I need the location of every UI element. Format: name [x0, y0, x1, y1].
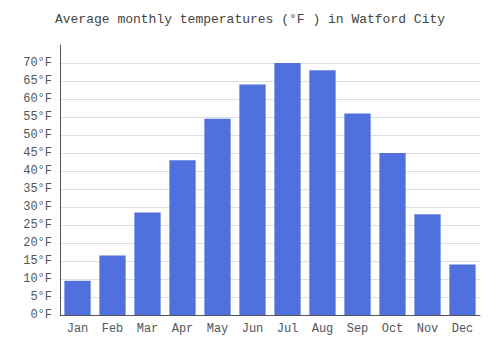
svg-text:Jul: Jul — [277, 322, 299, 336]
svg-text:May: May — [207, 322, 229, 336]
svg-text:65°F: 65°F — [23, 74, 52, 88]
svg-text:Feb: Feb — [102, 322, 124, 336]
svg-text:Dec: Dec — [452, 322, 474, 336]
svg-text:0°F: 0°F — [30, 308, 52, 322]
svg-text:Jan: Jan — [67, 322, 89, 336]
svg-text:55°F: 55°F — [23, 110, 52, 124]
svg-text:15°F: 15°F — [23, 254, 52, 268]
svg-text:Nov: Nov — [417, 322, 439, 336]
svg-text:30°F: 30°F — [23, 200, 52, 214]
svg-text:20°F: 20°F — [23, 236, 52, 250]
svg-text:Average monthly temperatures (: Average monthly temperatures (°F ) in Wa… — [55, 12, 445, 27]
svg-text:45°F: 45°F — [23, 146, 52, 160]
svg-text:Mar: Mar — [137, 322, 159, 336]
svg-text:60°F: 60°F — [23, 92, 52, 106]
svg-text:50°F: 50°F — [23, 128, 52, 142]
svg-text:Jun: Jun — [242, 322, 264, 336]
svg-text:40°F: 40°F — [23, 164, 52, 178]
svg-text:35°F: 35°F — [23, 182, 52, 196]
svg-text:5°F: 5°F — [30, 290, 52, 304]
svg-text:Aug: Aug — [312, 322, 334, 336]
svg-text:Apr: Apr — [172, 322, 194, 336]
svg-text:Oct: Oct — [382, 322, 404, 336]
svg-text:25°F: 25°F — [23, 218, 52, 232]
svg-text:10°F: 10°F — [23, 272, 52, 286]
svg-text:Sep: Sep — [347, 322, 369, 336]
svg-text:70°F: 70°F — [23, 56, 52, 70]
